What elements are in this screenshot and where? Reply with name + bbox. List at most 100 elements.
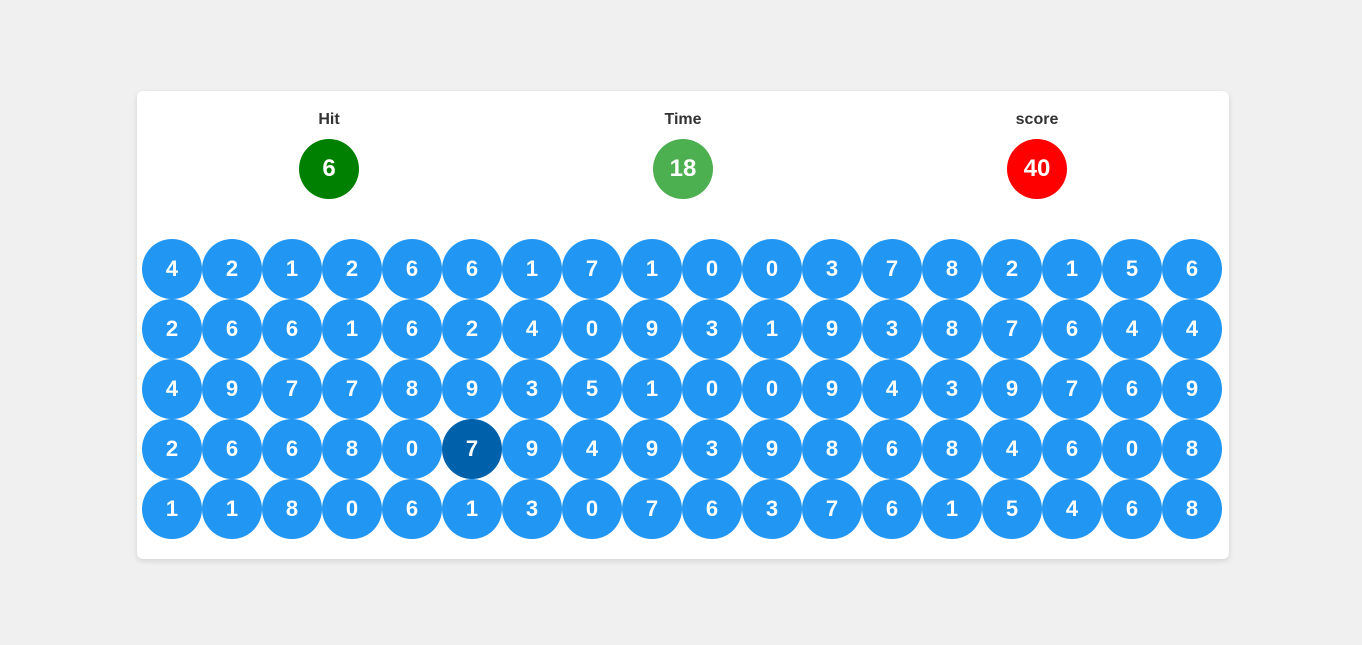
bubble[interactable]: 6 (862, 479, 922, 539)
score-value-badge: 40 (1007, 139, 1067, 199)
bubble[interactable]: 4 (142, 239, 202, 299)
bubble[interactable]: 8 (1162, 419, 1222, 479)
bubble[interactable]: 7 (1042, 359, 1102, 419)
score-stat: score 40 (977, 111, 1097, 199)
score-label: score (1015, 111, 1059, 128)
bubble[interactable]: 7 (622, 479, 682, 539)
bubble[interactable]: 1 (322, 299, 382, 359)
bubble[interactable]: 2 (202, 239, 262, 299)
bubble[interactable]: 5 (982, 479, 1042, 539)
bubble[interactable]: 0 (1102, 419, 1162, 479)
bubble[interactable]: 0 (322, 479, 382, 539)
bubble[interactable]: 1 (142, 479, 202, 539)
bubble[interactable]: 7 (982, 299, 1042, 359)
bubble[interactable]: 3 (922, 359, 982, 419)
bubble[interactable]: 2 (442, 299, 502, 359)
bubble[interactable]: 7 (862, 239, 922, 299)
bubble[interactable]: 1 (622, 239, 682, 299)
bubble[interactable]: 4 (502, 299, 562, 359)
bubble[interactable]: 9 (742, 419, 802, 479)
bubble[interactable]: 4 (1042, 479, 1102, 539)
bubble[interactable]: 2 (142, 419, 202, 479)
bubble[interactable]: 3 (682, 299, 742, 359)
bubble[interactable]: 6 (262, 419, 322, 479)
bubble[interactable]: 3 (682, 419, 742, 479)
bubble[interactable]: 1 (742, 299, 802, 359)
bubble[interactable]: 1 (502, 239, 562, 299)
bubble[interactable]: 9 (622, 299, 682, 359)
bubble[interactable]: 7 (562, 239, 622, 299)
bubble[interactable]: 8 (802, 419, 862, 479)
bubble[interactable]: 8 (922, 239, 982, 299)
bubble[interactable]: 6 (262, 299, 322, 359)
bubble[interactable]: 2 (142, 299, 202, 359)
bubble[interactable]: 1 (442, 479, 502, 539)
bubble[interactable]: 4 (142, 359, 202, 419)
bubble[interactable]: 8 (1162, 479, 1222, 539)
bubble[interactable]: 1 (202, 479, 262, 539)
bubble[interactable]: 3 (502, 359, 562, 419)
hit-stat: Hit 6 (269, 111, 389, 199)
bubble[interactable]: 1 (1042, 239, 1102, 299)
bubble[interactable]: 6 (682, 479, 742, 539)
bubble[interactable]: 3 (862, 299, 922, 359)
bubble[interactable]: 6 (382, 479, 442, 539)
bubble[interactable]: 7 (442, 419, 502, 479)
time-stat: Time 18 (623, 111, 743, 199)
bubble[interactable]: 5 (562, 359, 622, 419)
bubble[interactable]: 6 (442, 239, 502, 299)
bubble[interactable]: 6 (1042, 419, 1102, 479)
bubble[interactable]: 9 (1162, 359, 1222, 419)
bubble[interactable]: 6 (1102, 479, 1162, 539)
bubble[interactable]: 8 (322, 419, 382, 479)
bubble[interactable]: 9 (622, 419, 682, 479)
hit-label: Hit (318, 111, 340, 128)
bubble[interactable]: 0 (682, 239, 742, 299)
bubble[interactable]: 8 (262, 479, 322, 539)
bubble[interactable]: 8 (922, 419, 982, 479)
bubble[interactable]: 9 (502, 419, 562, 479)
bubble[interactable]: 4 (982, 419, 1042, 479)
bubble[interactable]: 6 (862, 419, 922, 479)
bubble[interactable]: 6 (1162, 239, 1222, 299)
bubble[interactable]: 0 (682, 359, 742, 419)
bubble[interactable]: 7 (322, 359, 382, 419)
bubble[interactable]: 2 (982, 239, 1042, 299)
bubble[interactable]: 9 (802, 359, 862, 419)
bubble[interactable]: 6 (202, 419, 262, 479)
bubble[interactable]: 9 (982, 359, 1042, 419)
time-value-badge: 18 (653, 139, 713, 199)
bubble[interactable]: 4 (562, 419, 622, 479)
bubble[interactable]: 3 (742, 479, 802, 539)
bubble[interactable]: 4 (1102, 299, 1162, 359)
stats-bar: Hit 6 Time 18 score 40 (137, 91, 1229, 231)
bubble[interactable]: 6 (382, 299, 442, 359)
bubble[interactable]: 6 (202, 299, 262, 359)
bubble[interactable]: 9 (802, 299, 862, 359)
bubble[interactable]: 4 (862, 359, 922, 419)
bubble[interactable]: 4 (1162, 299, 1222, 359)
bubble[interactable]: 8 (922, 299, 982, 359)
bubble[interactable]: 1 (622, 359, 682, 419)
bubble[interactable]: 0 (742, 239, 802, 299)
bubble[interactable]: 5 (1102, 239, 1162, 299)
bubble[interactable]: 0 (562, 299, 622, 359)
bubble[interactable]: 7 (262, 359, 322, 419)
bubble[interactable]: 9 (202, 359, 262, 419)
bubble[interactable]: 3 (502, 479, 562, 539)
bubble[interactable]: 8 (382, 359, 442, 419)
bubble[interactable]: 6 (1102, 359, 1162, 419)
bubble[interactable]: 9 (442, 359, 502, 419)
bubble[interactable]: 1 (922, 479, 982, 539)
bubble[interactable]: 1 (262, 239, 322, 299)
bubble[interactable]: 0 (742, 359, 802, 419)
bubble[interactable]: 3 (802, 239, 862, 299)
bubble[interactable]: 2 (322, 239, 382, 299)
bubble[interactable]: 7 (802, 479, 862, 539)
bubble[interactable]: 0 (562, 479, 622, 539)
bubble[interactable]: 6 (382, 239, 442, 299)
bubble[interactable]: 6 (1042, 299, 1102, 359)
bubble[interactable]: 0 (382, 419, 442, 479)
